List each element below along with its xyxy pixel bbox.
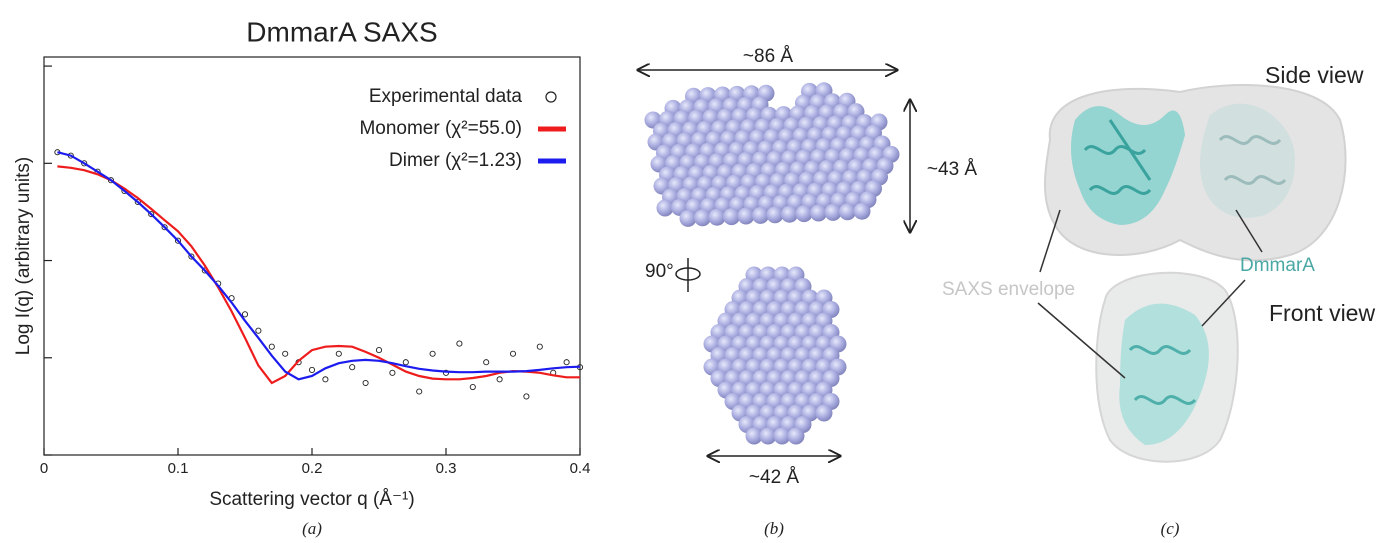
rotation-label: 90° bbox=[645, 261, 674, 282]
data-point bbox=[536, 343, 543, 350]
bead bbox=[815, 404, 833, 422]
data-point bbox=[362, 379, 369, 387]
x-axis-label: Scattering vector q (Å⁻¹) bbox=[209, 489, 414, 510]
bead bbox=[759, 427, 777, 445]
bead bbox=[752, 206, 769, 224]
saxs-chart: DmmarA SAXS Log I(q) (arbitrary units) S… bbox=[13, 16, 590, 510]
bead bbox=[795, 205, 813, 223]
bead bbox=[723, 208, 740, 226]
bead bbox=[810, 204, 827, 222]
legend-marker bbox=[545, 91, 557, 103]
pointer-line bbox=[1201, 279, 1246, 327]
data-point bbox=[456, 340, 463, 347]
pointer-line bbox=[1235, 209, 1263, 253]
data-point bbox=[509, 350, 517, 357]
bead bbox=[839, 203, 856, 221]
x-tick-label: 0 bbox=[40, 460, 48, 477]
data-point bbox=[161, 224, 168, 231]
view-label: Front view bbox=[1269, 300, 1375, 326]
dimension-label: ~43 Å bbox=[927, 159, 978, 180]
data-point bbox=[335, 350, 342, 357]
envelope-side bbox=[1044, 84, 1347, 262]
panel-label: (c) bbox=[1161, 519, 1180, 538]
fit-line bbox=[57, 151, 581, 381]
data-point bbox=[429, 350, 436, 357]
data-point bbox=[148, 211, 155, 218]
bead bbox=[679, 209, 697, 227]
bead bbox=[787, 427, 805, 445]
data-point bbox=[416, 388, 423, 395]
dimension-label: ~86 Å bbox=[743, 46, 794, 67]
data-point bbox=[268, 343, 275, 350]
data-point bbox=[496, 376, 503, 383]
chart-title: DmmarA SAXS bbox=[246, 16, 437, 47]
data-point bbox=[349, 364, 356, 371]
view-label: Side view bbox=[1265, 62, 1364, 88]
bead bbox=[781, 205, 798, 223]
protein-label: DmmarA bbox=[1240, 255, 1315, 276]
y-axis-label: Log I(q) (arbitrary units) bbox=[13, 157, 34, 356]
bead bbox=[745, 427, 763, 445]
x-tick-label: 0.2 bbox=[302, 460, 323, 477]
envelope-label: SAXS envelope bbox=[942, 279, 1075, 300]
data-point bbox=[469, 383, 476, 391]
bead bbox=[853, 202, 871, 220]
legend-label: Experimental data bbox=[369, 86, 523, 107]
dimension-label: ~42 Å bbox=[749, 467, 800, 488]
fit-line bbox=[57, 165, 580, 385]
data-point bbox=[402, 359, 409, 366]
x-tick-label: 0.4 bbox=[570, 460, 591, 477]
bead bbox=[708, 208, 726, 226]
data-point bbox=[174, 237, 182, 244]
envelope-front bbox=[1095, 271, 1239, 463]
panel-label: (b) bbox=[764, 519, 784, 538]
plot-frame bbox=[43, 56, 581, 456]
bead bbox=[773, 427, 791, 445]
legend-label: Monomer (χ²=55.0) bbox=[359, 118, 522, 139]
data-point bbox=[322, 376, 329, 383]
data-point bbox=[375, 347, 383, 354]
rotation-icon bbox=[675, 258, 701, 292]
bead-model bbox=[644, 82, 900, 445]
data-point bbox=[255, 327, 262, 334]
data-point bbox=[188, 253, 195, 260]
bead bbox=[737, 207, 755, 225]
data-point bbox=[389, 369, 396, 376]
x-tick-label: 0.3 bbox=[436, 460, 457, 477]
data-point bbox=[308, 366, 316, 373]
x-tick-label: 0.1 bbox=[168, 460, 189, 477]
data-point bbox=[523, 393, 530, 400]
bead bbox=[694, 209, 711, 227]
data-point bbox=[81, 160, 88, 167]
bead bbox=[766, 206, 784, 224]
data-point bbox=[241, 311, 249, 318]
pointer-line bbox=[1039, 209, 1061, 273]
legend-label: Dimer (χ²=1.23) bbox=[389, 150, 522, 171]
data-point bbox=[442, 369, 450, 376]
data-point bbox=[483, 359, 490, 366]
pointer-line bbox=[1037, 302, 1126, 379]
panel-label: (a) bbox=[302, 519, 322, 538]
data-point bbox=[563, 359, 570, 366]
bead bbox=[656, 199, 674, 217]
bead bbox=[824, 203, 842, 221]
data-point bbox=[282, 350, 289, 357]
